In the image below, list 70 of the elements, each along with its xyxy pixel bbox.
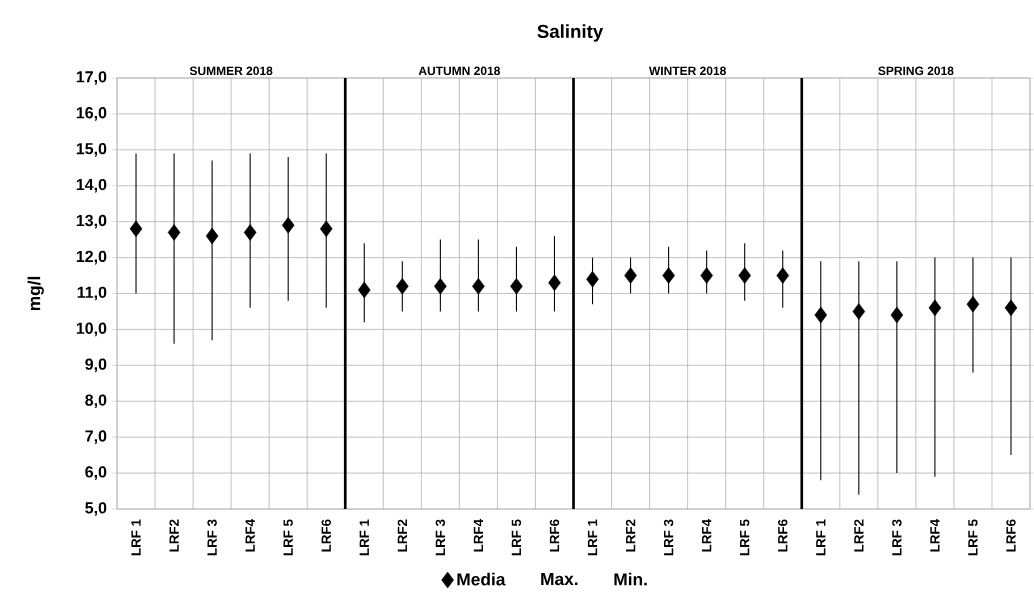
text: WINTER 2018 (648, 66, 726, 76)
point (814, 306, 828, 324)
x-tick-label: LRF 3 (435, 519, 446, 556)
point (434, 278, 447, 295)
point (510, 278, 523, 295)
point (738, 267, 751, 284)
point (1004, 299, 1018, 317)
x-tick-label: LRF 5 (740, 519, 750, 556)
point (852, 303, 866, 320)
point (776, 267, 790, 284)
chart-title: Salinity (537, 24, 604, 42)
point (548, 274, 561, 291)
point (966, 296, 980, 313)
y-tick-label: 6,0 (85, 466, 107, 480)
x-tick-label: LRF2 (625, 519, 636, 552)
x-tick-label: LRF4 (473, 519, 483, 552)
x-tick-label: LRF4 (245, 519, 255, 552)
x-tick-label: LRF2 (854, 519, 864, 552)
y-tick-label: 12,0 (76, 250, 107, 265)
y-tick-label: 11,0 (77, 286, 107, 301)
point (624, 267, 637, 284)
y-tick-label: 14,0 (76, 178, 107, 193)
x-tick-label: LRF 3 (207, 519, 217, 556)
y-tick-label: 5,0 (85, 502, 107, 516)
x-tick-label: LRF 1 (131, 519, 141, 556)
point (129, 220, 143, 238)
y-tick-label: 10,0 (76, 322, 107, 337)
point (205, 227, 219, 245)
point (890, 306, 904, 324)
x-tick-label: LRF6 (321, 519, 331, 552)
point (928, 299, 942, 317)
x-tick-label: LRF 3 (892, 519, 902, 556)
point (662, 267, 675, 284)
y-tick-label: 15,0 (76, 143, 107, 157)
text: Min. (614, 572, 647, 586)
y-tick-label: 8,0 (85, 394, 107, 409)
y-tick-label: 17,0 (76, 71, 107, 85)
x-tick-label: LRF 5 (511, 519, 522, 556)
x-tick-label: LRF 1 (359, 519, 369, 556)
point (243, 224, 257, 241)
y-tick-label: 9,0 (85, 358, 107, 373)
x-tick-label: LRF4 (930, 519, 940, 552)
x-tick-label: LRF4 (702, 519, 712, 552)
x-tick-label: LRF2 (169, 519, 179, 552)
point (700, 267, 713, 284)
point (396, 278, 409, 295)
y-tick-label: 13,0 (76, 214, 107, 229)
x-tick-label: LRF2 (397, 519, 407, 552)
x-tick-label: LRF 5 (283, 519, 293, 556)
x-tick-label: LRF6 (778, 519, 788, 552)
point (472, 278, 485, 295)
y-axis-title: mg/l (27, 276, 44, 311)
text: Max. (541, 573, 578, 586)
y-tick-label: 7,0 (85, 430, 107, 444)
point (167, 224, 181, 241)
text: AUTUMN 2018 (418, 66, 501, 76)
legend-label: Media (457, 572, 506, 586)
text: SPRING 2018 (878, 66, 954, 76)
y-tick-label: 16,0 (76, 107, 107, 121)
point (586, 270, 599, 288)
x-tick-label: LRF6 (1006, 519, 1016, 552)
x-tick-label: LRF 1 (816, 519, 826, 556)
text: SUMMER 2018 (189, 66, 273, 76)
x-tick-label: LRF 1 (587, 519, 598, 556)
point (358, 281, 371, 299)
x-tick-label: LRF 3 (663, 519, 674, 556)
point (319, 220, 333, 238)
point (281, 216, 295, 234)
x-tick-label: LRF 5 (968, 519, 978, 556)
x-tick-label: LRF6 (549, 519, 560, 552)
